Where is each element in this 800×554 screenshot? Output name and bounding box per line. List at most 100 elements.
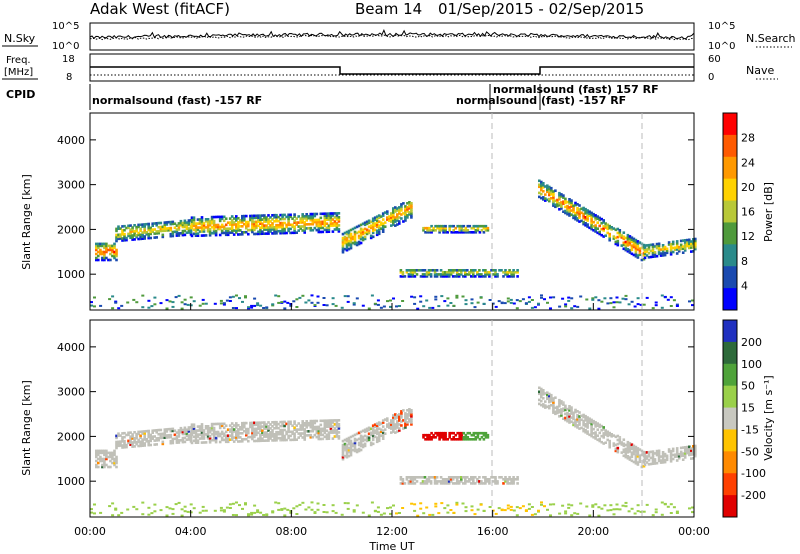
- velocity-cell: [137, 440, 140, 444]
- power-cell: [171, 222, 175, 226]
- power-cell: [592, 220, 595, 224]
- power-cell: [643, 244, 647, 247]
- power-cell: [249, 216, 252, 220]
- power-cell: [484, 275, 487, 278]
- velocity-cell: [255, 439, 258, 443]
- velocity-cell: [468, 480, 471, 483]
- velocity-cell: [179, 426, 183, 430]
- power-cell: [643, 248, 647, 251]
- power-cell: [576, 209, 579, 212]
- velocity-cell: [413, 476, 417, 479]
- velocity-cell: [442, 431, 445, 435]
- power-cell: [594, 226, 597, 229]
- power-cell: [202, 224, 206, 227]
- power-cell: [340, 306, 344, 309]
- power-cell: [109, 258, 112, 262]
- power-cell: [510, 271, 513, 274]
- power-cell: [257, 214, 260, 217]
- velocity-cell: [588, 433, 591, 437]
- velocity-cell: [253, 439, 256, 443]
- velocity-cell: [653, 462, 657, 465]
- velocity-cell: [578, 423, 581, 426]
- velocity-cell: [309, 421, 313, 425]
- velocity-cell: [244, 502, 247, 505]
- velocity-cell: [337, 437, 341, 440]
- power-cell: [419, 275, 423, 278]
- power-cell: [556, 202, 559, 206]
- power-cell: [396, 223, 399, 226]
- velocity-cell: [361, 511, 365, 514]
- power-cell: [141, 223, 144, 226]
- power-cell: [159, 229, 163, 233]
- velocity-cell: [667, 450, 671, 453]
- velocity-cell: [466, 438, 470, 441]
- power-cell: [305, 223, 308, 226]
- power-cell: [435, 273, 439, 276]
- power-cell: [208, 221, 212, 225]
- velocity-cell: [460, 433, 464, 437]
- power-cbar-label: Power [dB]: [762, 182, 775, 242]
- power-cell: [359, 229, 363, 233]
- velocity-cell: [416, 514, 420, 517]
- power-cell: [626, 235, 630, 239]
- power-cell: [560, 195, 563, 198]
- power-cell: [677, 249, 681, 253]
- power-cbar-swatch: [723, 156, 737, 180]
- power-cell: [190, 218, 194, 221]
- power-cell: [117, 227, 120, 230]
- power-cell: [562, 210, 565, 213]
- velocity-cell: [226, 428, 230, 431]
- velocity-cell: [287, 430, 290, 434]
- velocity-cell: [259, 435, 262, 439]
- velocity-cell: [365, 429, 369, 433]
- power-cell: [568, 206, 571, 209]
- velocity-cell: [319, 419, 323, 423]
- velocity-cell: [255, 427, 258, 431]
- power-cell: [183, 223, 187, 227]
- velocity-cell: [616, 448, 620, 452]
- power-cell: [419, 295, 423, 298]
- velocity-cell: [337, 419, 341, 422]
- velocity-cell: [388, 426, 391, 429]
- power-cell: [353, 240, 357, 244]
- velocity-cell: [283, 436, 286, 440]
- power-cell: [212, 219, 216, 223]
- velocity-cell: [496, 480, 499, 483]
- power-cell: [349, 234, 353, 238]
- power-cell: [462, 269, 465, 272]
- velocity-cell: [99, 459, 102, 463]
- power-cell: [181, 233, 185, 237]
- power-cell: [566, 212, 569, 216]
- velocity-cell: [189, 436, 193, 439]
- velocity-cell: [396, 414, 399, 417]
- velocity-cell: [297, 428, 300, 431]
- velocity-cell: [273, 433, 276, 436]
- velocity-cell: [375, 438, 379, 442]
- velocity-cell: [181, 438, 185, 442]
- power-cell: [647, 247, 651, 251]
- velocity-cell: [486, 478, 489, 481]
- power-cell: [494, 305, 498, 308]
- power-cell: [295, 217, 298, 220]
- power-cell: [192, 220, 196, 223]
- velocity-cell: [375, 432, 379, 435]
- power-cell: [289, 231, 292, 235]
- velocity-cell: [331, 421, 335, 424]
- power-cell: [251, 226, 254, 230]
- velocity-cell: [570, 412, 573, 415]
- power-cell: [453, 269, 457, 272]
- power-cell: [618, 229, 622, 232]
- power-cell: [120, 304, 124, 307]
- velocity-cell: [628, 450, 632, 453]
- velocity-cell: [277, 430, 280, 434]
- velocity-cbar-label: Velocity [m s⁻¹]: [762, 375, 775, 460]
- power-cell: [277, 219, 280, 223]
- power-cell: [552, 200, 555, 203]
- power-cell: [115, 248, 118, 252]
- power-cell: [464, 269, 467, 272]
- power-cell: [610, 226, 613, 229]
- power-cell: [628, 239, 632, 242]
- power-cell: [159, 227, 163, 231]
- velocity-cell: [681, 446, 685, 449]
- velocity-cell: [345, 437, 349, 441]
